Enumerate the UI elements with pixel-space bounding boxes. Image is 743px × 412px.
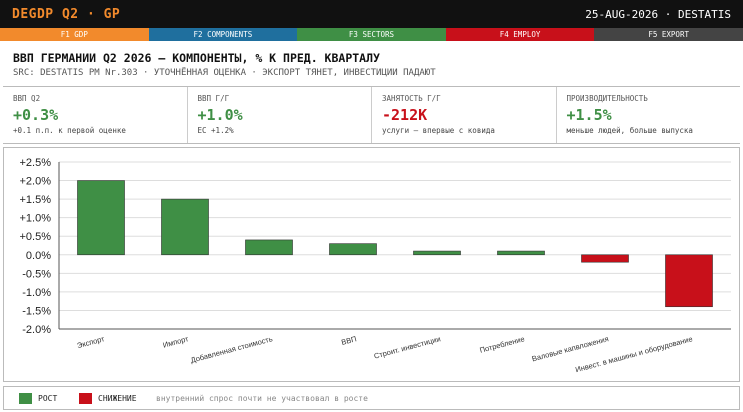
y-tick-label: +1.5% (20, 194, 52, 206)
y-tick-label: +1.0% (20, 213, 52, 225)
fkey-sectors[interactable]: F3 SECTORS (297, 28, 446, 41)
y-tick-label: +2.0% (20, 176, 52, 188)
kpi-note: услуги — впервые с ковида (382, 126, 495, 135)
bar (413, 250, 461, 256)
divider (3, 143, 740, 144)
kpi-row: ВВП Q2 +0.3% +0.1 п.п. к первой оценке В… (3, 87, 740, 143)
y-tick-label: -1.0% (22, 287, 51, 299)
kpi-productivity: ПРОИЗВОДИТЕЛЬНОСТЬ +1.5% меньше людей, б… (557, 87, 741, 143)
y-tick-label: 0.0% (26, 250, 51, 262)
kpi-label: ПРОИЗВОДИТЕЛЬНОСТЬ (566, 94, 648, 103)
fkey-components[interactable]: F2 COMPONENTS (148, 28, 298, 41)
x-category-label: Экспорт (76, 334, 106, 350)
bar (329, 243, 377, 256)
kpi-employment: ЗАНЯТОСТЬ Г/Г -212K услуги — впервые с к… (372, 87, 557, 143)
top-bar: DEGDP Q2 · GP 25-AUG-2026 · DESTATIS (0, 0, 743, 28)
kpi-value: +1.5% (566, 106, 612, 124)
fkey-employ[interactable]: F4 EMPLOY (445, 28, 595, 41)
kpi-label: ЗАНЯТОСТЬ Г/Г (382, 94, 441, 103)
ticker-symbol: DEGDP Q2 · GP (12, 7, 121, 22)
kpi-value: +1.0% (197, 106, 243, 124)
x-category-label: Строит. инвестиции (373, 334, 442, 360)
page-title: ВВП ГЕРМАНИИ Q2 2026 — КОМПОНЕНТЫ, % К П… (13, 51, 380, 65)
bar (161, 198, 209, 256)
legend: РОСТ СНИЖЕНИЕ внутренний спрос почти не … (3, 386, 740, 410)
x-category-label: ВВП (340, 334, 357, 347)
kpi-note: меньше людей, больше выпуска (566, 126, 693, 135)
fkey-gdp[interactable]: F1 GDP (0, 28, 149, 41)
bar (581, 254, 629, 263)
y-tick-label: +2.5% (20, 157, 52, 169)
kpi-value: -212K (382, 106, 428, 124)
bar (77, 180, 125, 256)
bar (665, 254, 713, 308)
fkey-export[interactable]: F5 EXPORT (594, 28, 743, 41)
y-tick-label: -2.0% (22, 324, 51, 336)
kpi-note: +0.1 п.п. к первой оценке (13, 126, 126, 135)
legend-swatch-decline (79, 393, 92, 404)
legend-label-growth: РОСТ (38, 394, 58, 403)
function-key-bar: F1 GDP F2 COMPONENTS F3 SECTORS F4 EMPLO… (0, 28, 743, 41)
legend-label-decline: СНИЖЕНИЕ (98, 394, 137, 403)
page-subtitle: SRC: DESTATIS PM Nr.303 · УТОЧНЁННАЯ ОЦЕ… (13, 68, 436, 78)
date-source: 25-AUG-2026 · DESTATIS (585, 8, 731, 21)
x-category-label: Потребление (479, 334, 526, 355)
x-category-label: Импорт (162, 334, 190, 350)
x-category-label: Добавленная стоимость (190, 334, 274, 365)
bar (245, 239, 293, 256)
bar-chart: +2.5% +2.0% +1.5% +1.0% +0.5% 0.0% -0.5% -1.0% -… (20, 157, 731, 374)
bar (497, 250, 545, 256)
y-tick-label: +0.5% (20, 231, 52, 243)
kpi-label: ВВП Г/Г (197, 94, 230, 103)
kpi-note: ЕС +1.2% (197, 126, 234, 135)
kpi-gdp-yoy: ВВП Г/Г +1.0% ЕС +1.2% (188, 87, 372, 143)
kpi-label: ВВП Q2 (13, 94, 41, 103)
chart-panel: +2.5% +2.0% +1.5% +1.0% +0.5% 0.0% -0.5% -1.0% -… (3, 147, 740, 382)
y-tick-label: -1.5% (22, 305, 51, 317)
divider (3, 86, 740, 87)
y-tick-label: -0.5% (22, 268, 51, 280)
legend-swatch-growth (19, 393, 32, 404)
kpi-value: +0.3% (13, 106, 59, 124)
legend-note: внутренний спрос почти не участвовал в р… (156, 394, 368, 403)
kpi-gdp-q2: ВВП Q2 +0.3% +0.1 п.п. к первой оценке (3, 87, 188, 143)
